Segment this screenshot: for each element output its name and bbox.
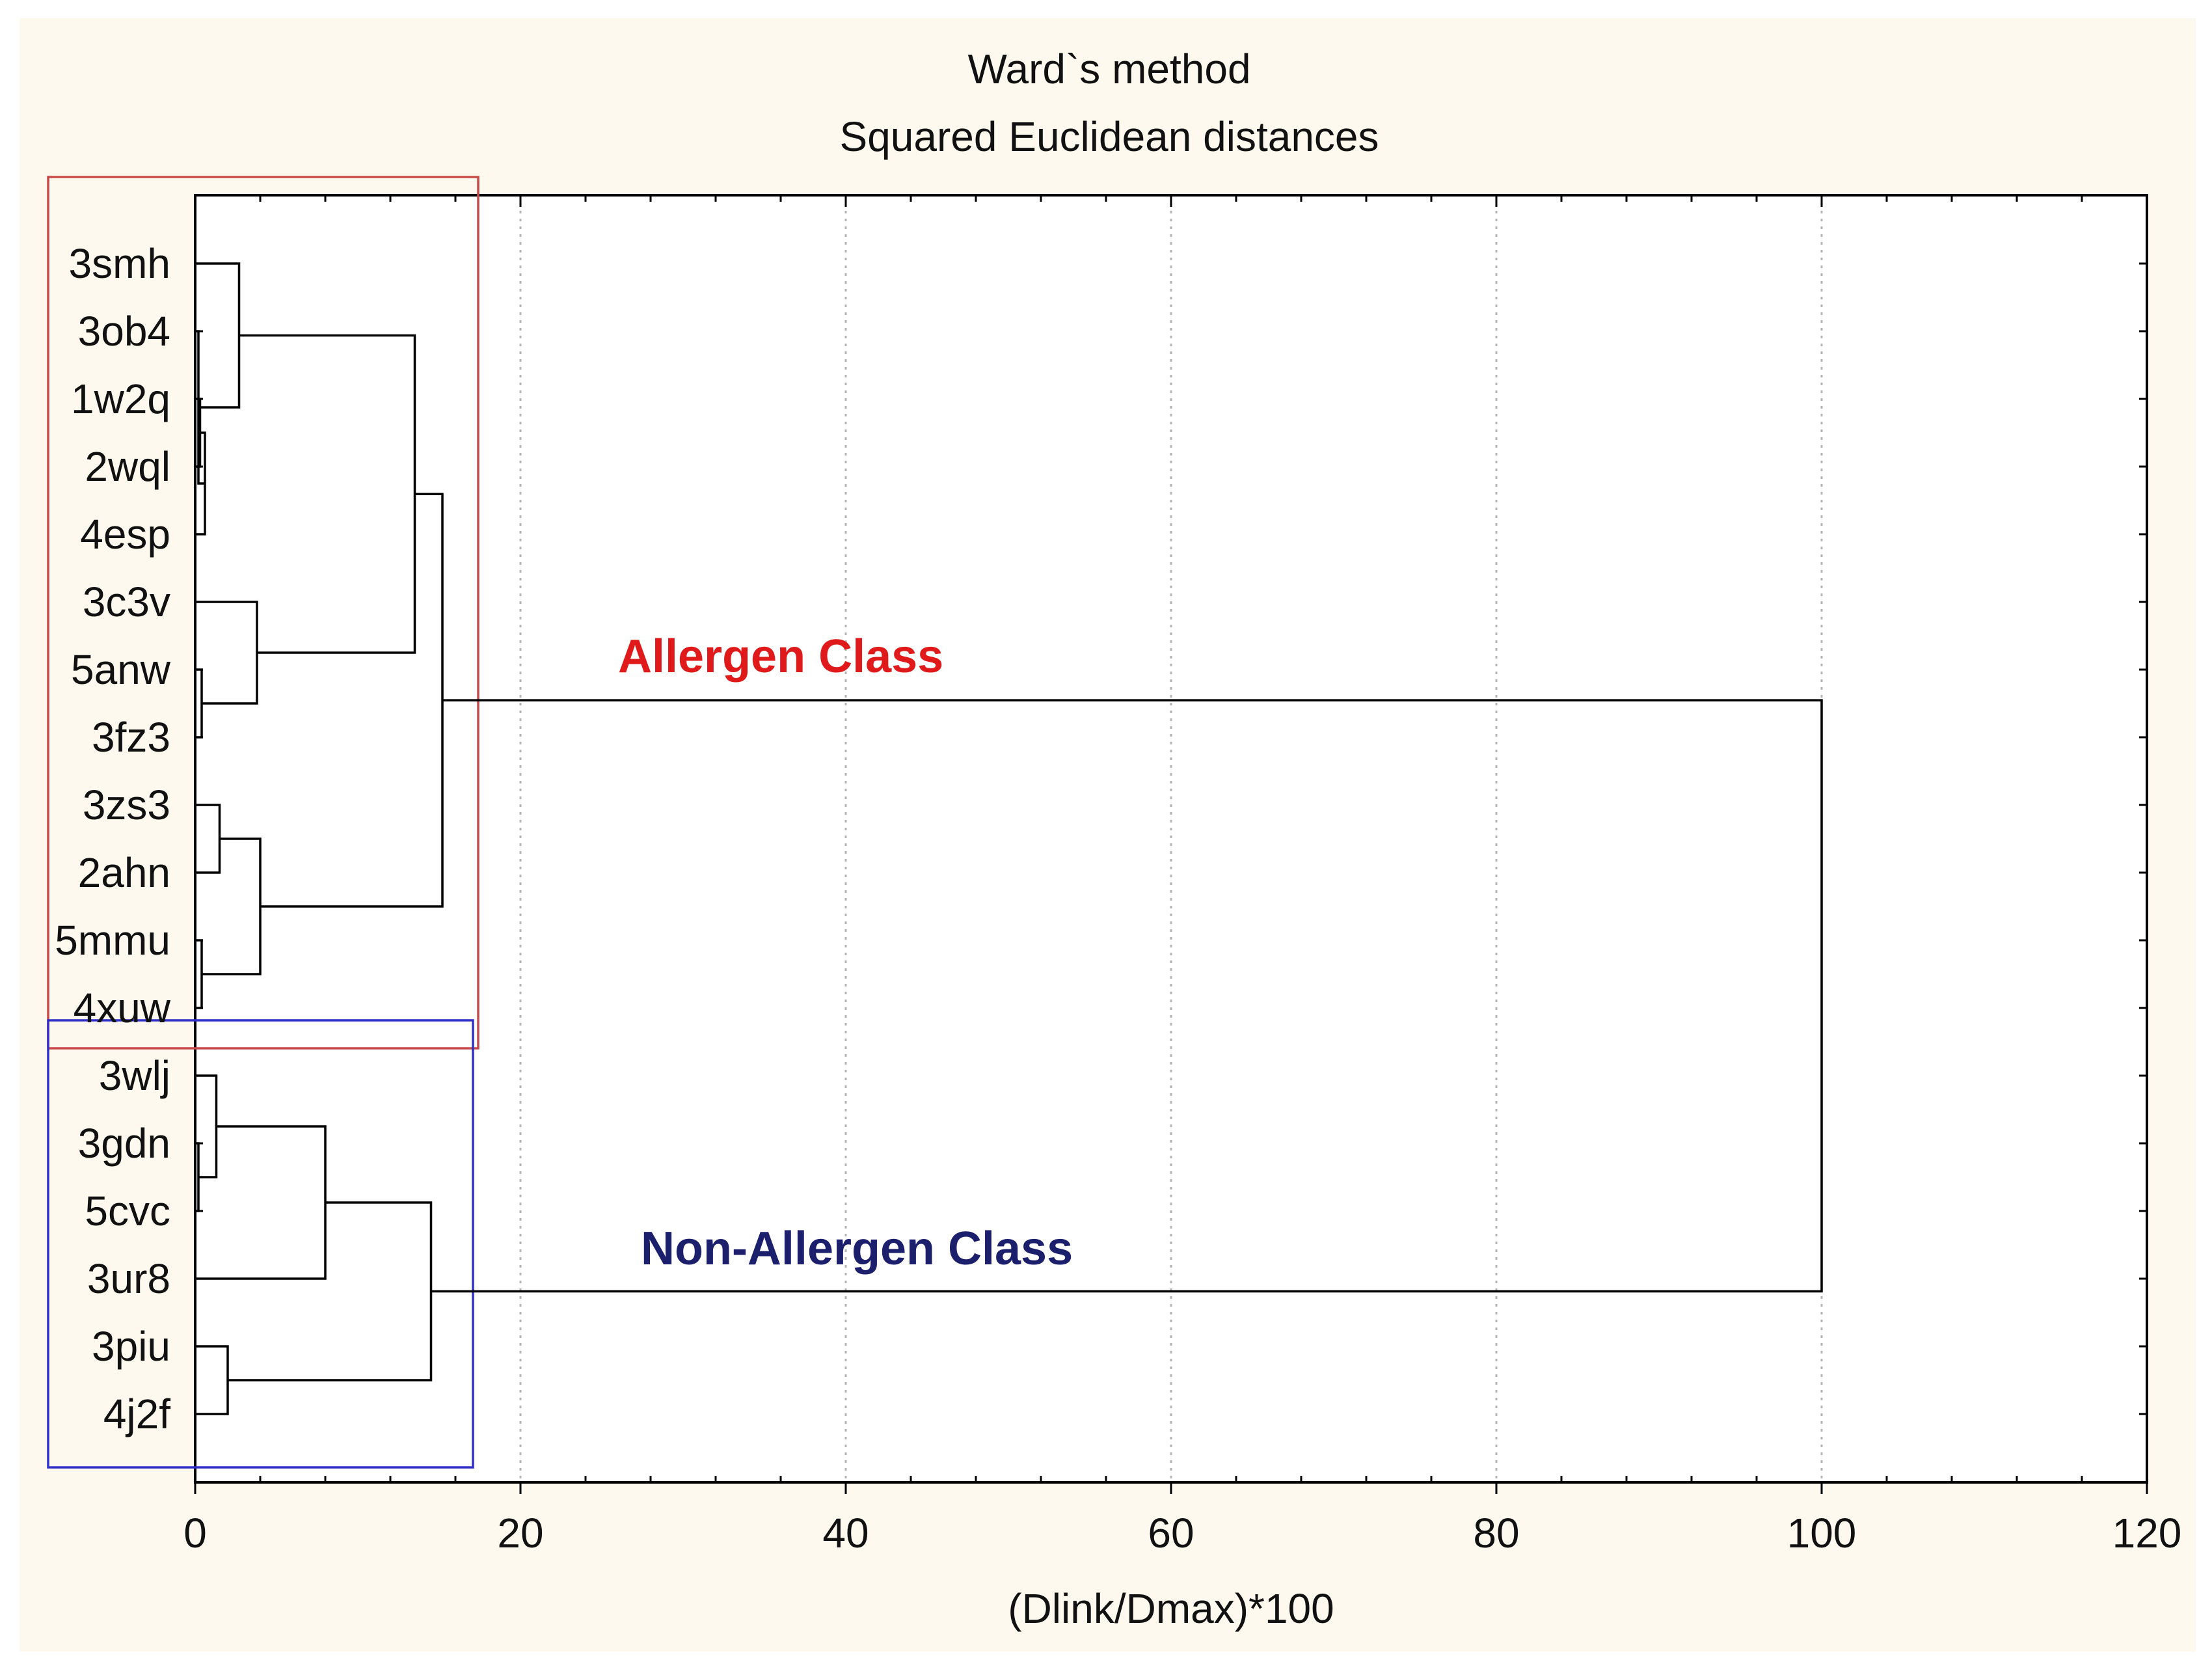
x-tick-label: 60 <box>1148 1510 1194 1557</box>
leaf-label: 4j2f <box>103 1391 170 1437</box>
leaf-label: 5anw <box>71 646 171 693</box>
leaf-label: 3wlj <box>99 1052 170 1099</box>
non_allergen-class-box <box>47 1019 474 1469</box>
chart-title: Ward`s method <box>967 46 1250 92</box>
leaf-label: 1w2q <box>71 375 170 422</box>
class-box-layer <box>47 176 479 1469</box>
x-tick-label: 120 <box>2112 1510 2182 1557</box>
leaf-label: 3c3v <box>83 578 170 625</box>
leaf-label: 4esp <box>80 511 170 558</box>
class-annotations: Allergen Class Non-Allergen Class <box>618 631 1073 1275</box>
non_allergen-class-label: Non-Allergen Class <box>641 1223 1073 1275</box>
leaf-label: 3fz3 <box>92 714 170 761</box>
x-tick-label: 80 <box>1473 1510 1519 1557</box>
leaf-label: 4xuw <box>74 985 171 1031</box>
leaf-label: 5mmu <box>55 917 170 964</box>
leaf-label: 2wql <box>85 443 170 490</box>
allergen-class-box <box>47 176 479 1050</box>
x-tick-label: 100 <box>1787 1510 1857 1557</box>
leaf-label: 3gdn <box>78 1120 170 1167</box>
leaf-labels: 3smh 3ob4 1w2q 2wql 4esp 3c3v 5anw 3fz3 3zs3 2ahn… <box>55 240 171 1437</box>
x-axis-label: (Dlink/Dmax)*100 <box>1008 1585 1334 1632</box>
x-tick-label: 20 <box>497 1510 543 1557</box>
leaf-label: 5cvc <box>85 1188 170 1234</box>
chart-subtitle: Squared Euclidean distances <box>840 113 1379 160</box>
dendrogram-link <box>431 699 1823 1293</box>
x-tick-label: 40 <box>822 1510 869 1557</box>
leaf-label: 3ur8 <box>87 1255 170 1302</box>
leaf-label: 3zs3 <box>83 782 170 828</box>
leaf-label: 2ahn <box>78 849 170 896</box>
leaf-label: 3ob4 <box>78 308 170 355</box>
dendrogram-links <box>195 262 1823 1415</box>
leaf-label: 3smh <box>69 240 171 287</box>
x-tick-labels: 0 20 40 60 80 100 120 <box>183 1510 2181 1557</box>
leaf-label: 3piu <box>92 1323 170 1370</box>
x-tick-label: 0 <box>183 1510 207 1557</box>
allergen-class-label: Allergen Class <box>618 631 943 683</box>
